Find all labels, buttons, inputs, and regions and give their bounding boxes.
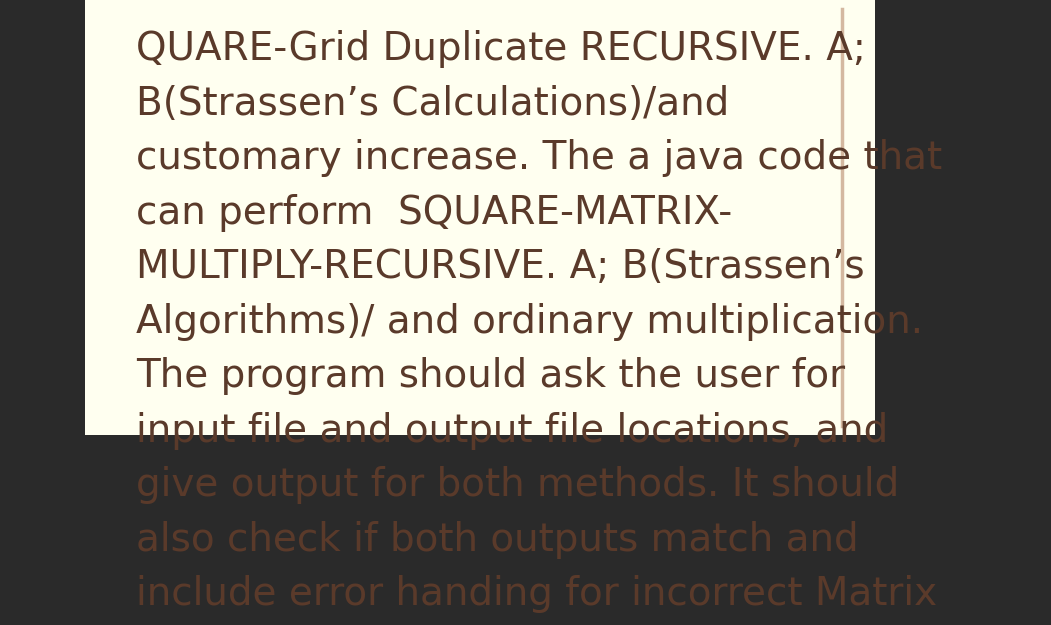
FancyBboxPatch shape	[85, 0, 875, 435]
Text: QUARE-Grid Duplicate RECURSIVE. A;
B(Strassen’s Calculations)/and
customary incr: QUARE-Grid Duplicate RECURSIVE. A; B(Str…	[137, 31, 943, 625]
